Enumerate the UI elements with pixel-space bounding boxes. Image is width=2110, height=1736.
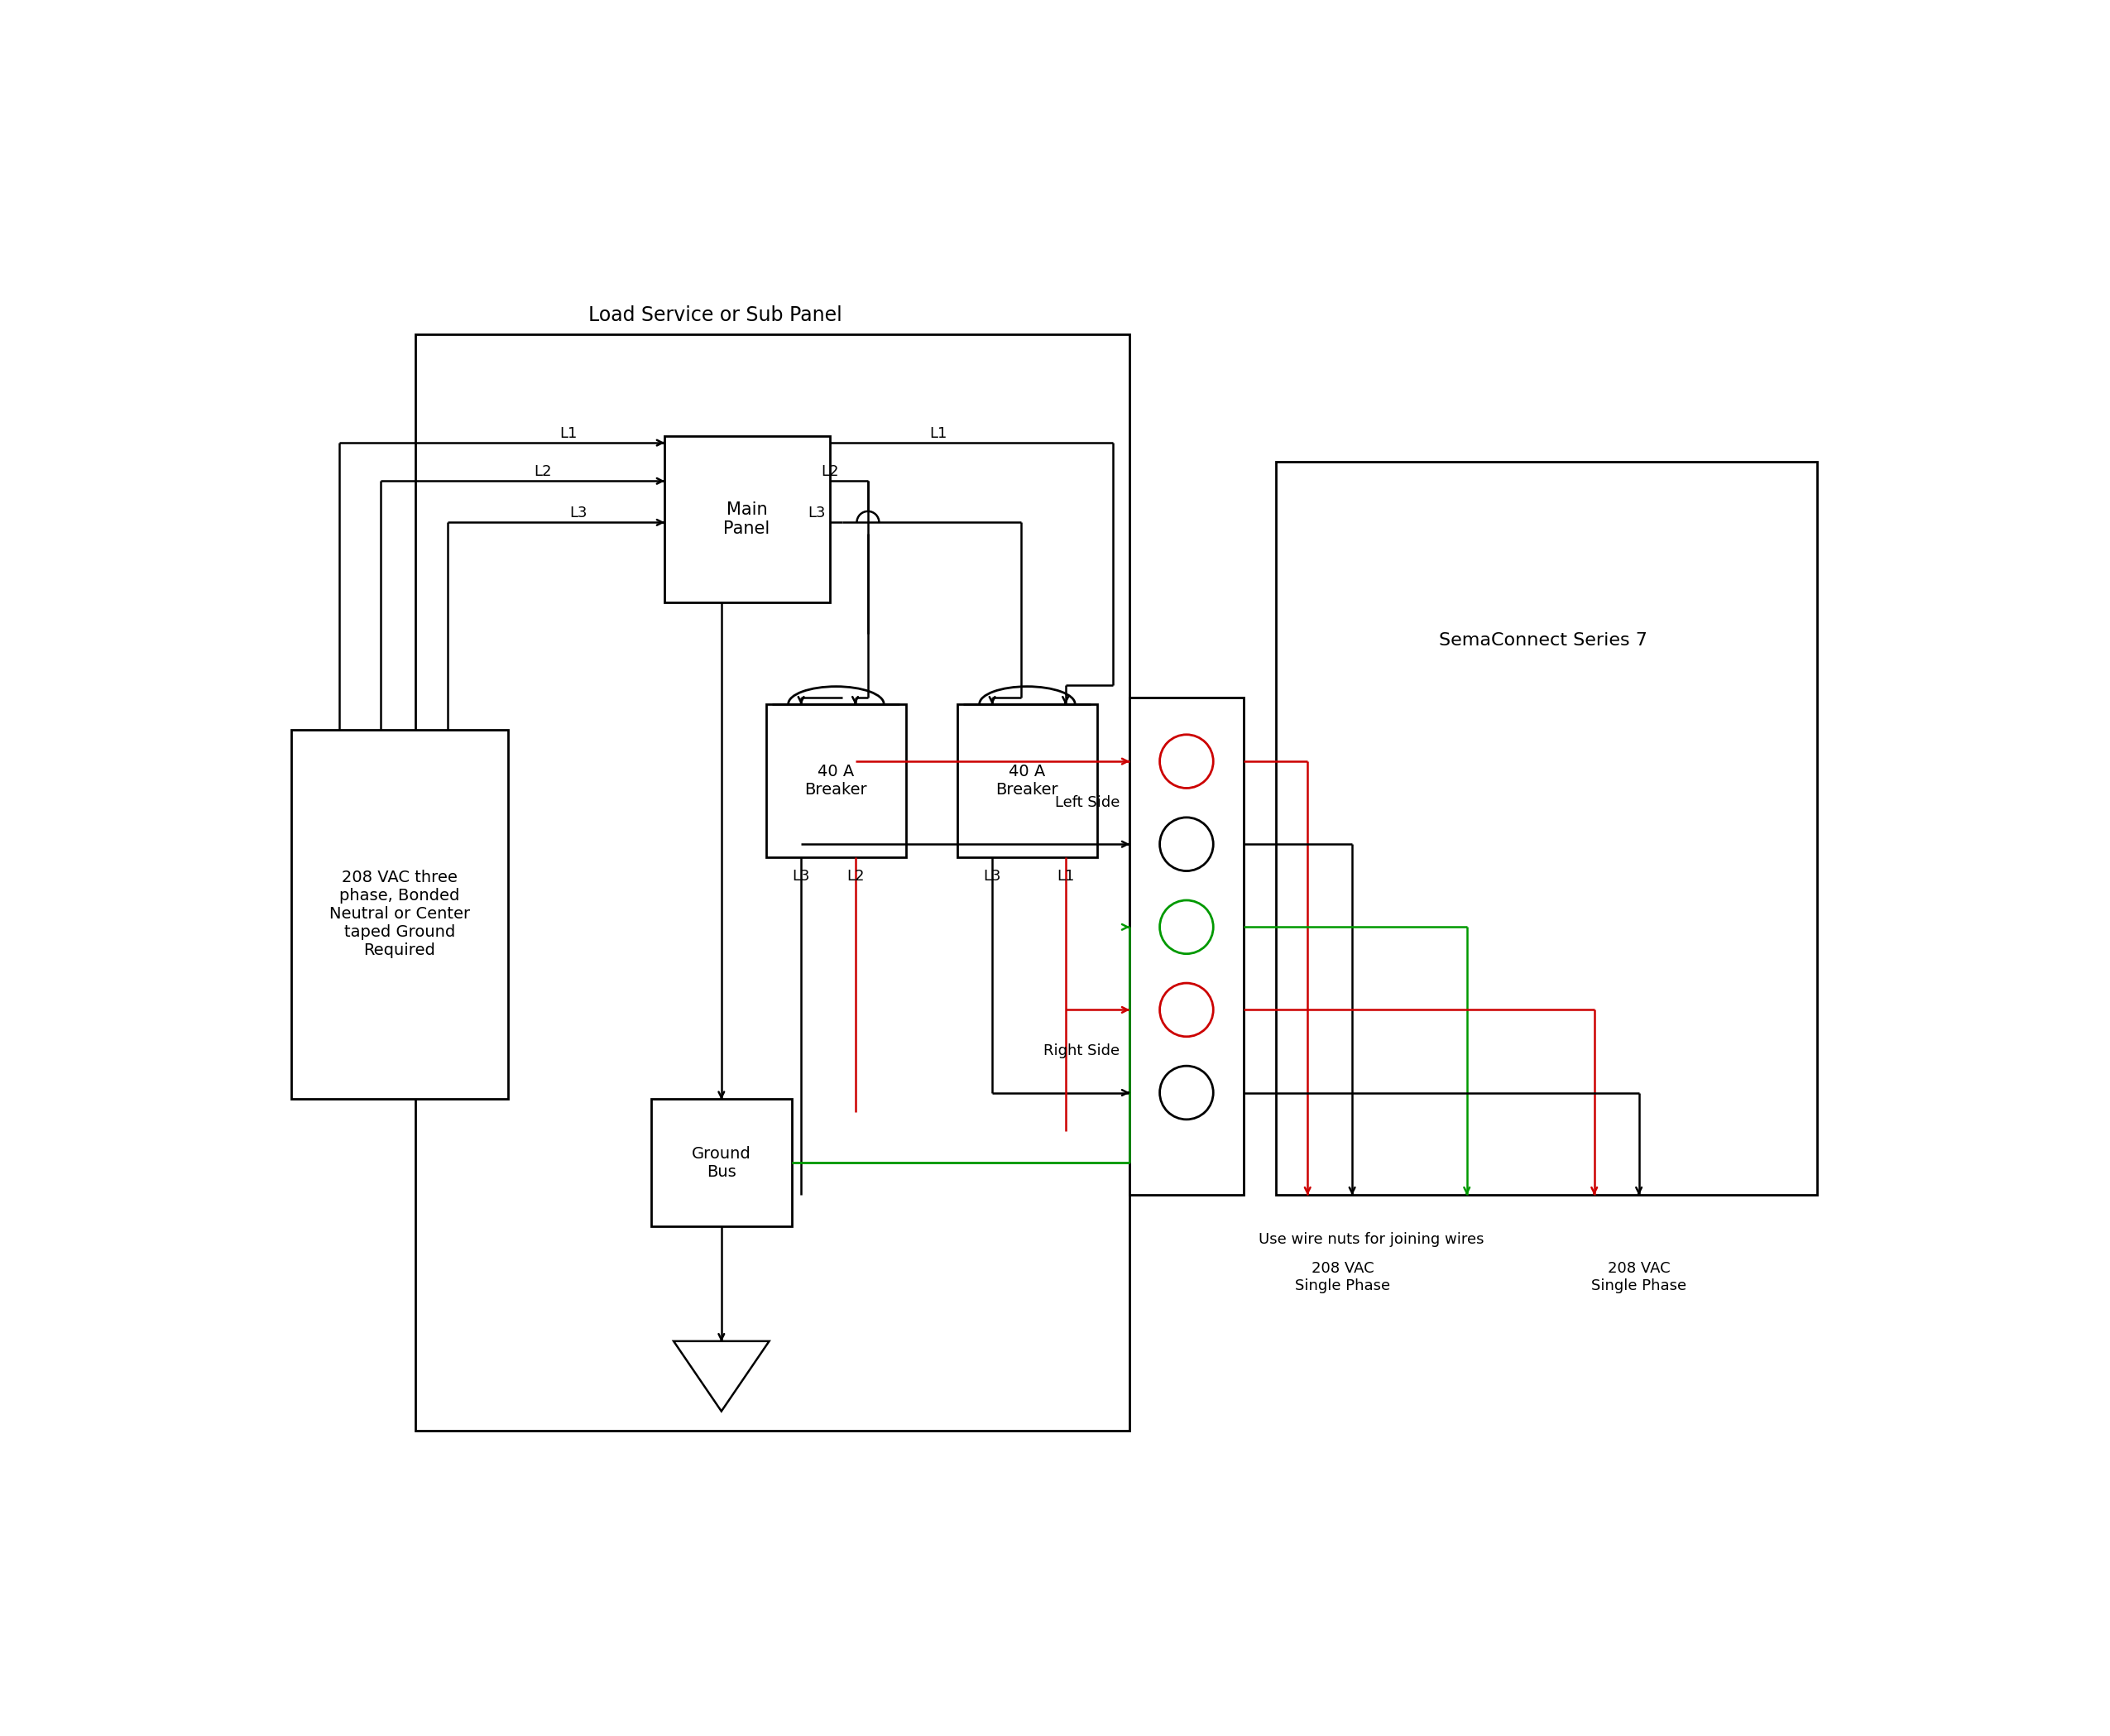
Circle shape — [1160, 983, 1213, 1036]
Bar — [1129, 698, 1245, 1194]
Text: Main
Panel: Main Panel — [724, 502, 770, 536]
Bar — [766, 705, 905, 858]
Text: Left Side: Left Side — [1055, 795, 1120, 811]
Bar — [665, 436, 829, 602]
Circle shape — [1160, 734, 1213, 788]
Text: L3: L3 — [808, 505, 825, 521]
Text: 208 VAC
Single Phase: 208 VAC Single Phase — [1591, 1262, 1686, 1293]
Circle shape — [1160, 901, 1213, 953]
Text: L1: L1 — [928, 425, 947, 441]
Text: L1: L1 — [1057, 868, 1074, 884]
Text: SemaConnect Series 7: SemaConnect Series 7 — [1439, 632, 1648, 649]
Text: L3: L3 — [983, 868, 1000, 884]
Bar — [291, 729, 509, 1099]
Bar — [652, 1099, 791, 1226]
Circle shape — [1160, 818, 1213, 871]
Text: Ground
Bus: Ground Bus — [692, 1146, 751, 1180]
Bar — [958, 705, 1097, 858]
Text: L2: L2 — [821, 464, 838, 479]
Text: L1: L1 — [559, 425, 578, 441]
Text: L2: L2 — [534, 464, 553, 479]
Text: L3: L3 — [791, 868, 810, 884]
Circle shape — [1160, 1066, 1213, 1120]
Text: Right Side: Right Side — [1042, 1043, 1120, 1059]
Bar — [1277, 462, 1817, 1194]
Text: Load Service or Sub Panel: Load Service or Sub Panel — [589, 306, 842, 325]
Bar — [416, 335, 1129, 1430]
Text: 208 VAC three
phase, Bonded
Neutral or Center
taped Ground
Required: 208 VAC three phase, Bonded Neutral or C… — [329, 870, 471, 958]
Text: 40 A
Breaker: 40 A Breaker — [804, 764, 867, 797]
Text: 208 VAC
Single Phase: 208 VAC Single Phase — [1296, 1262, 1390, 1293]
Text: Use wire nuts for joining wires: Use wire nuts for joining wires — [1258, 1233, 1483, 1246]
Text: 40 A
Breaker: 40 A Breaker — [996, 764, 1059, 797]
Text: L2: L2 — [846, 868, 865, 884]
Text: L3: L3 — [570, 505, 587, 521]
